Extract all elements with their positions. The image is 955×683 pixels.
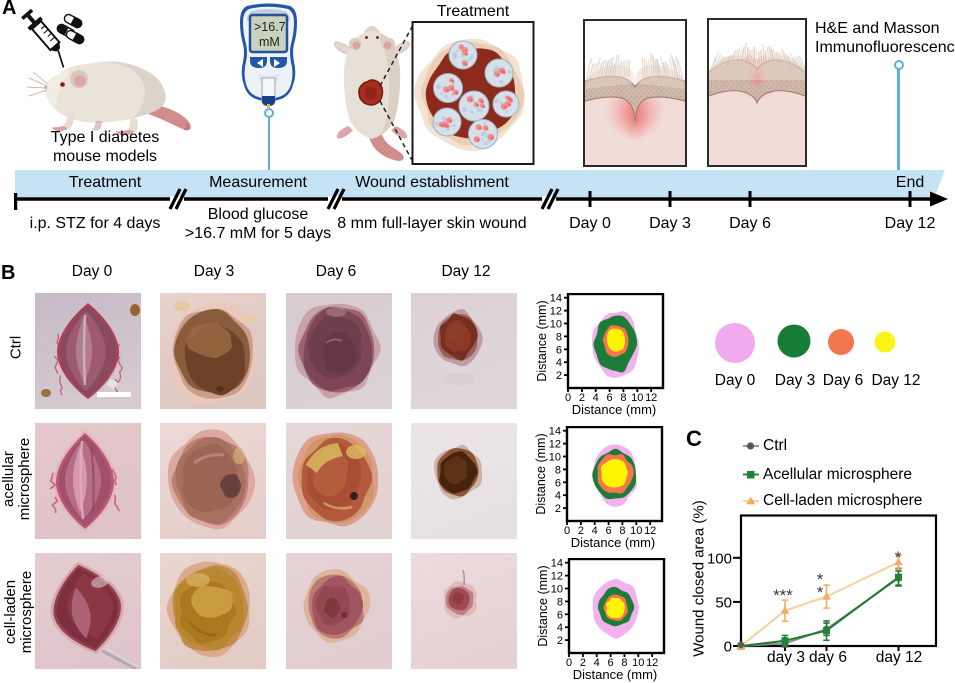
svg-text:>16.7: >16.7 [254,20,286,34]
svg-text:*: * [817,570,824,589]
svg-text:12: 12 [550,306,562,318]
svg-text:6: 6 [608,657,614,669]
svg-text:10: 10 [631,392,643,404]
svg-text:10: 10 [632,657,644,669]
svg-text:8: 8 [555,464,561,476]
svg-text:6: 6 [557,609,563,621]
svg-text:2: 2 [580,657,586,669]
svg-text:12: 12 [644,525,656,537]
svg-text:4: 4 [593,392,599,404]
svg-text:2: 2 [578,525,584,537]
svg-text:4: 4 [556,357,562,369]
svg-text:0: 0 [724,639,732,656]
svg-text:10: 10 [550,319,562,331]
svg-text:*: * [895,548,902,567]
svg-text:14: 14 [549,426,561,438]
svg-text:6: 6 [607,392,613,404]
svg-text:14: 14 [550,293,562,305]
svg-text:4: 4 [555,490,561,502]
svg-text:2: 2 [579,392,585,404]
svg-text:4: 4 [592,525,598,537]
svg-text:mM: mM [259,35,280,49]
svg-text:12: 12 [645,392,657,404]
svg-text:10: 10 [549,452,561,464]
svg-text:8: 8 [620,392,626,404]
svg-text:8: 8 [557,596,563,608]
svg-text:4: 4 [594,657,600,669]
svg-text:8: 8 [621,657,627,669]
svg-text:0: 0 [566,657,572,669]
svg-text:8: 8 [556,331,562,343]
svg-text:2: 2 [557,635,563,647]
svg-text:50: 50 [715,594,732,611]
svg-text:0: 0 [564,525,570,537]
svg-text:12: 12 [646,657,658,669]
svg-text:12: 12 [549,439,561,451]
svg-text:2: 2 [555,503,561,515]
svg-text:12: 12 [551,571,563,583]
svg-text:***: *** [773,586,793,605]
svg-text:6: 6 [555,477,561,489]
svg-text:0: 0 [565,392,571,404]
svg-text:8: 8 [619,525,625,537]
svg-text:10: 10 [630,525,642,537]
svg-text:4: 4 [557,622,563,634]
svg-text:2: 2 [556,370,562,382]
svg-text:10: 10 [551,584,563,596]
svg-text:100: 100 [707,550,732,567]
svg-text:6: 6 [606,525,612,537]
svg-text:14: 14 [551,558,563,570]
svg-text:6: 6 [556,344,562,356]
svg-text:*: * [817,583,824,602]
